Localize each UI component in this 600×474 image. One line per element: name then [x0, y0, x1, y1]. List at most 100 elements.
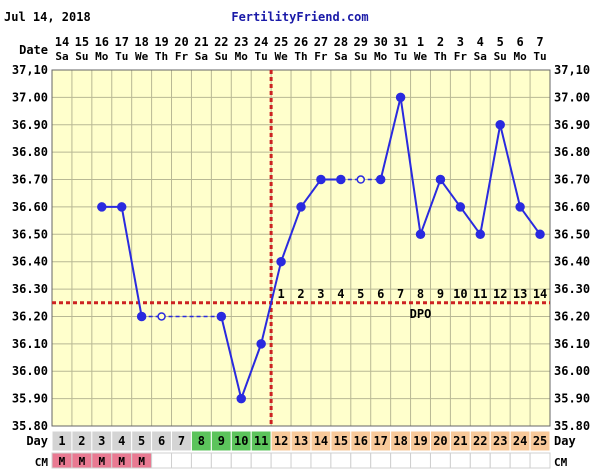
- cycle-day-label: 19: [413, 434, 427, 448]
- x-date-label: 23: [234, 35, 248, 49]
- plot-border: [51, 69, 551, 427]
- cycle-day-label: 25: [533, 434, 547, 448]
- x-date-label: 30: [373, 35, 387, 49]
- temperature-line-segment: [220, 316, 243, 399]
- x-date-label: 7: [536, 35, 543, 49]
- x-weekday-label: Su: [494, 50, 507, 63]
- y-tick-label-right: 36.10: [554, 337, 590, 351]
- x-date-label: 20: [174, 35, 188, 49]
- temperature-point: [475, 229, 486, 240]
- temperature-line-segment: [519, 206, 541, 235]
- cm-cell: [429, 452, 451, 469]
- cm-cell: [290, 452, 312, 469]
- x-weekday-label: Mo: [95, 50, 109, 63]
- cycle-day-label: 14: [314, 434, 328, 448]
- cycle-day-label: 18: [393, 434, 407, 448]
- x-weekday-label: Th: [434, 50, 447, 63]
- x-weekday-label: Tu: [115, 50, 128, 63]
- temperature-point: [435, 174, 446, 185]
- x-weekday-label: Su: [354, 50, 367, 63]
- cm-cell: [469, 452, 491, 469]
- cycle-day-label: 7: [178, 434, 185, 448]
- y-tick-label-left: 36.00: [12, 364, 48, 378]
- x-weekday-label: Th: [294, 50, 307, 63]
- temperature-point: [535, 229, 545, 240]
- dpo-number: 10: [453, 287, 467, 301]
- temperature-point: [415, 229, 426, 240]
- temperature-line-segment: [240, 343, 263, 399]
- x-date-label: 29: [354, 35, 368, 49]
- cycle-day-label: 6: [158, 434, 165, 448]
- cm-cell: [529, 452, 551, 469]
- dpo-number: 6: [377, 287, 384, 301]
- cm-cell: [310, 452, 332, 469]
- x-weekday-label: Fr: [314, 50, 328, 63]
- cm-cell: [190, 452, 212, 469]
- x-date-label: 25: [274, 35, 288, 49]
- y-tick-label-left: 36.10: [12, 337, 48, 351]
- cm-row-label-right: CM: [554, 456, 568, 469]
- y-tick-label-right: 36.60: [554, 200, 590, 214]
- day-row-label-left: Day: [26, 434, 48, 448]
- x-weekday-label: Tu: [394, 50, 407, 63]
- y-tick-label-right: 36.70: [554, 173, 590, 187]
- y-tick-label-right: 37.00: [554, 90, 590, 104]
- cycle-day-label: 11: [254, 434, 268, 448]
- temperature-line-segment: [399, 97, 422, 235]
- temperature-point: [316, 174, 326, 185]
- plot-area: [52, 70, 550, 426]
- temperature-point: [296, 202, 306, 212]
- cm-cell: [390, 452, 412, 469]
- cm-cell: [449, 452, 471, 469]
- cm-cell: [509, 452, 531, 469]
- x-date-label: 26: [294, 35, 308, 49]
- x-date-label: 21: [194, 35, 208, 49]
- cm-cell: [350, 452, 372, 469]
- cycle-day-label: 23: [493, 434, 507, 448]
- y-tick-label-right: 36.20: [554, 309, 590, 323]
- y-tick-label-right: 36.80: [554, 145, 590, 159]
- cm-value: M: [59, 455, 66, 468]
- dpo-number: 5: [357, 287, 364, 301]
- dpo-number: 7: [397, 287, 404, 301]
- x-date-label: 5: [497, 35, 504, 49]
- cycle-day-cell: [529, 430, 551, 452]
- date-row-label: Date: [19, 43, 48, 57]
- cm-cell: [410, 452, 431, 469]
- x-date-label: 1: [417, 35, 424, 49]
- temperature-line-segment: [459, 206, 482, 235]
- dpo-number: 13: [513, 287, 527, 301]
- x-weekday-label: Mo: [235, 50, 249, 63]
- y-tick-label-right: 35.90: [554, 392, 590, 406]
- temperature-point: [375, 174, 386, 185]
- temperature-point-open: [356, 175, 366, 184]
- cm-value: M: [118, 455, 125, 468]
- x-date-label: 16: [95, 35, 109, 49]
- cycle-day-label: 3: [98, 434, 105, 448]
- y-tick-label-left: 36.30: [12, 282, 48, 296]
- x-date-label: 18: [134, 35, 148, 49]
- temperature-point: [236, 393, 246, 404]
- x-date-label: 2: [437, 35, 444, 49]
- cycle-day-label: 9: [218, 434, 225, 448]
- cm-row-label-left: CM: [35, 456, 49, 469]
- temperature-point: [455, 202, 466, 212]
- temperature-point-open: [157, 312, 166, 321]
- cm-cell: [250, 452, 272, 469]
- cm-cell: [171, 452, 192, 469]
- cm-value: M: [138, 455, 145, 468]
- y-tick-label-right: 36.30: [554, 282, 590, 296]
- temperature-line-segment: [379, 97, 402, 180]
- dpo-number: 4: [337, 287, 344, 301]
- y-tick-label-right: 35.80: [554, 419, 590, 433]
- y-tick-label-left: 35.80: [12, 419, 48, 433]
- dpo-number: 11: [473, 287, 487, 301]
- x-date-label: 4: [477, 35, 484, 49]
- y-tick-label-right: 37,10: [554, 63, 590, 77]
- dpo-number: 14: [533, 287, 547, 301]
- cycle-day-label: 21: [453, 434, 467, 448]
- y-tick-label-right: 36.90: [554, 118, 590, 132]
- temperature-point: [395, 92, 406, 103]
- x-weekday-label: Tu: [533, 50, 546, 63]
